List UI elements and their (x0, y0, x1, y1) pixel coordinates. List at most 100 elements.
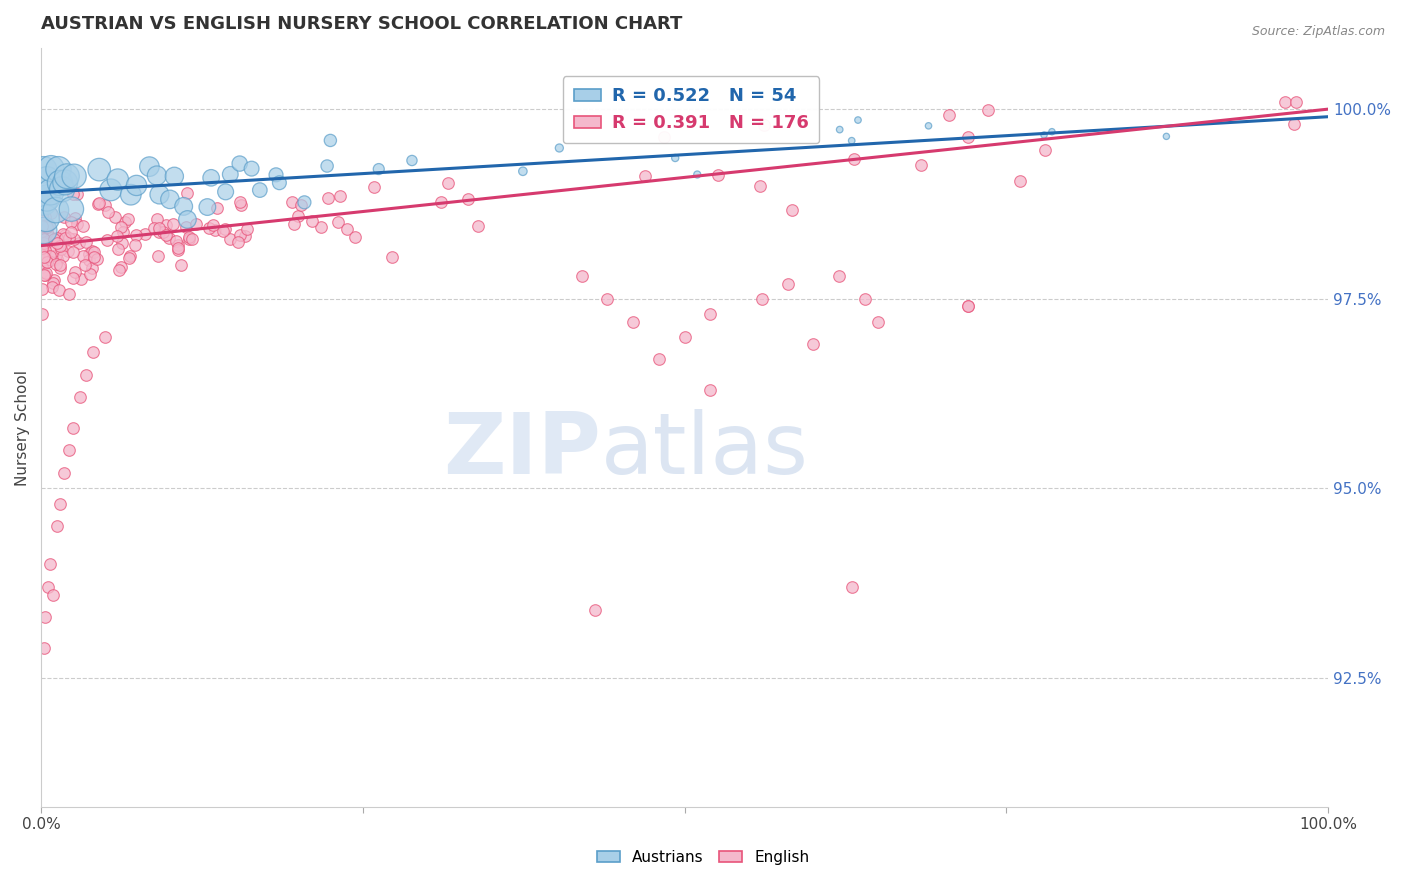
Point (104, 210, 127, 224)
Point (138, 160, 160, 174)
Point (938, 108, 960, 122)
Point (457, 192, 479, 206)
Point (31, 244, 53, 258)
Point (39, 185, 62, 199)
Point (53, 231, 76, 245)
Point (828, 268, 851, 283)
Point (1033, 128, 1056, 142)
Point (512, 164, 534, 178)
Point (381, 250, 404, 264)
Point (596, 292, 619, 306)
Point (201, 218, 224, 232)
Point (1282, 117, 1305, 131)
Point (212, 224, 235, 238)
Point (100, 183, 122, 197)
Point (63, 211, 86, 226)
Point (548, 141, 571, 155)
Point (31, 208, 53, 222)
Point (287, 209, 309, 223)
Point (956, 299, 979, 313)
Point (165, 234, 187, 248)
Point (152, 225, 174, 239)
Point (290, 198, 312, 212)
Text: AUSTRIAN VS ENGLISH NURSERY SCHOOL CORRELATION CHART: AUSTRIAN VS ENGLISH NURSERY SCHOOL CORRE… (41, 15, 682, 33)
Point (42, 232, 65, 246)
Point (31, 260, 53, 274)
Point (120, 187, 142, 202)
Point (45, 519, 67, 533)
Point (49, 243, 72, 257)
Point (309, 219, 332, 234)
Point (38, 249, 60, 263)
Point (673, 329, 696, 343)
Point (51, 249, 73, 263)
Point (467, 219, 489, 233)
Point (173, 199, 195, 213)
Point (31, 282, 53, 296)
Point (35, 173, 58, 187)
Point (1156, 129, 1178, 144)
Point (52, 211, 75, 225)
Point (32, 162, 55, 177)
Point (89, 195, 111, 210)
Point (35, 211, 58, 226)
Point (42, 276, 65, 290)
Legend: R = 0.522   N = 54, R = 0.391   N = 176: R = 0.522 N = 54, R = 0.391 N = 176 (562, 77, 820, 143)
Point (316, 191, 339, 205)
Point (1040, 125, 1063, 139)
Point (844, 153, 866, 167)
Point (32, 234, 55, 248)
Point (45, 202, 67, 217)
Point (430, 195, 453, 210)
Point (176, 186, 198, 201)
Point (62, 270, 84, 285)
Point (31, 248, 53, 262)
Point (70, 272, 93, 286)
Point (69, 390, 91, 404)
Point (66, 217, 89, 231)
Point (31, 241, 53, 255)
Point (32, 235, 55, 250)
Point (107, 172, 129, 186)
Point (73, 258, 96, 272)
Point (31, 216, 53, 230)
Point (112, 225, 135, 239)
Point (32, 193, 55, 207)
Point (910, 158, 932, 172)
Point (219, 167, 242, 181)
Point (72, 249, 94, 263)
Point (82, 344, 104, 359)
Point (37, 188, 59, 202)
Point (117, 211, 139, 226)
Point (166, 241, 188, 255)
Point (32, 232, 55, 246)
Point (63, 169, 86, 184)
Point (37, 580, 59, 594)
Point (776, 277, 799, 291)
Point (281, 194, 304, 209)
Point (35, 226, 58, 240)
Point (79, 267, 101, 281)
Point (49, 176, 72, 190)
Point (176, 219, 198, 234)
Point (114, 215, 136, 229)
Point (828, 122, 851, 136)
Point (749, 179, 772, 194)
Point (143, 221, 166, 235)
Point (53, 175, 76, 189)
Point (42, 244, 65, 258)
Point (956, 130, 979, 145)
Text: Source: ZipAtlas.com: Source: ZipAtlas.com (1251, 25, 1385, 38)
Point (686, 168, 709, 182)
Point (58, 287, 80, 301)
Point (49, 497, 72, 511)
Point (46, 236, 69, 251)
Point (41, 280, 63, 294)
Point (34, 219, 56, 233)
Point (134, 227, 156, 242)
Point (269, 176, 291, 190)
Point (634, 169, 657, 183)
Point (62, 420, 84, 434)
Point (34, 610, 56, 624)
Point (583, 603, 606, 617)
